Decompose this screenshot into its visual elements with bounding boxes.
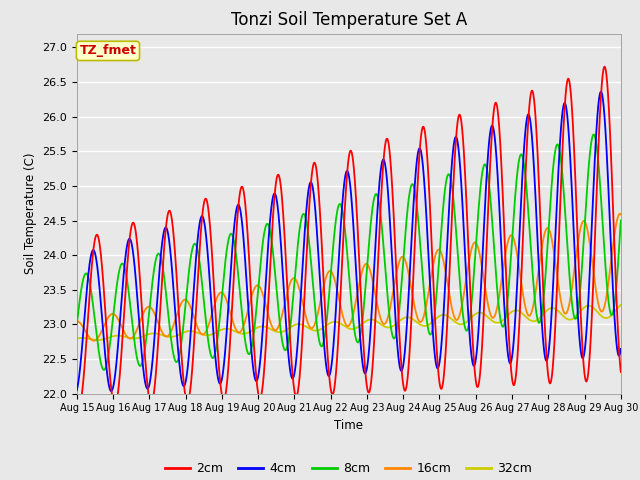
8cm	[617, 217, 625, 223]
8cm	[590, 132, 598, 137]
2cm	[470, 365, 478, 371]
Line: 2cm: 2cm	[77, 67, 621, 408]
2cm	[75, 405, 83, 410]
Text: TZ_fmet: TZ_fmet	[79, 44, 136, 58]
4cm	[597, 89, 605, 95]
32cm	[258, 324, 266, 329]
4cm	[470, 362, 478, 368]
Y-axis label: Soil Temperature (C): Soil Temperature (C)	[24, 153, 36, 275]
2cm	[258, 390, 266, 396]
8cm	[330, 231, 338, 237]
4cm	[588, 235, 595, 241]
16cm	[90, 338, 98, 344]
4cm	[594, 106, 602, 111]
32cm	[73, 336, 81, 341]
8cm	[470, 263, 478, 268]
16cm	[616, 211, 624, 216]
4cm	[108, 388, 115, 394]
32cm	[594, 310, 602, 315]
32cm	[330, 319, 338, 324]
Legend: 2cm, 4cm, 8cm, 16cm, 32cm: 2cm, 4cm, 8cm, 16cm, 32cm	[160, 457, 538, 480]
4cm	[330, 331, 338, 336]
16cm	[594, 299, 602, 305]
16cm	[73, 318, 81, 324]
16cm	[258, 288, 266, 294]
32cm	[470, 312, 478, 318]
8cm	[594, 156, 602, 162]
8cm	[486, 190, 493, 195]
Title: Tonzi Soil Temperature Set A: Tonzi Soil Temperature Set A	[230, 11, 467, 29]
32cm	[94, 337, 102, 343]
2cm	[486, 168, 493, 174]
Line: 16cm: 16cm	[77, 214, 621, 341]
32cm	[588, 303, 595, 309]
16cm	[470, 240, 478, 245]
4cm	[258, 341, 266, 347]
X-axis label: Time: Time	[334, 419, 364, 432]
8cm	[73, 322, 81, 327]
32cm	[617, 302, 625, 308]
8cm	[100, 367, 108, 373]
2cm	[601, 64, 609, 70]
Line: 8cm: 8cm	[77, 134, 621, 370]
16cm	[330, 276, 338, 281]
8cm	[588, 140, 595, 145]
4cm	[73, 387, 81, 393]
4cm	[486, 132, 493, 138]
16cm	[617, 211, 625, 217]
32cm	[486, 316, 493, 322]
Line: 32cm: 32cm	[77, 305, 621, 340]
16cm	[588, 252, 595, 257]
2cm	[588, 325, 595, 331]
2cm	[617, 369, 625, 375]
2cm	[594, 155, 602, 161]
8cm	[258, 249, 266, 255]
4cm	[617, 346, 625, 352]
Line: 4cm: 4cm	[77, 92, 621, 391]
2cm	[330, 385, 338, 391]
2cm	[73, 400, 81, 406]
16cm	[486, 310, 493, 315]
